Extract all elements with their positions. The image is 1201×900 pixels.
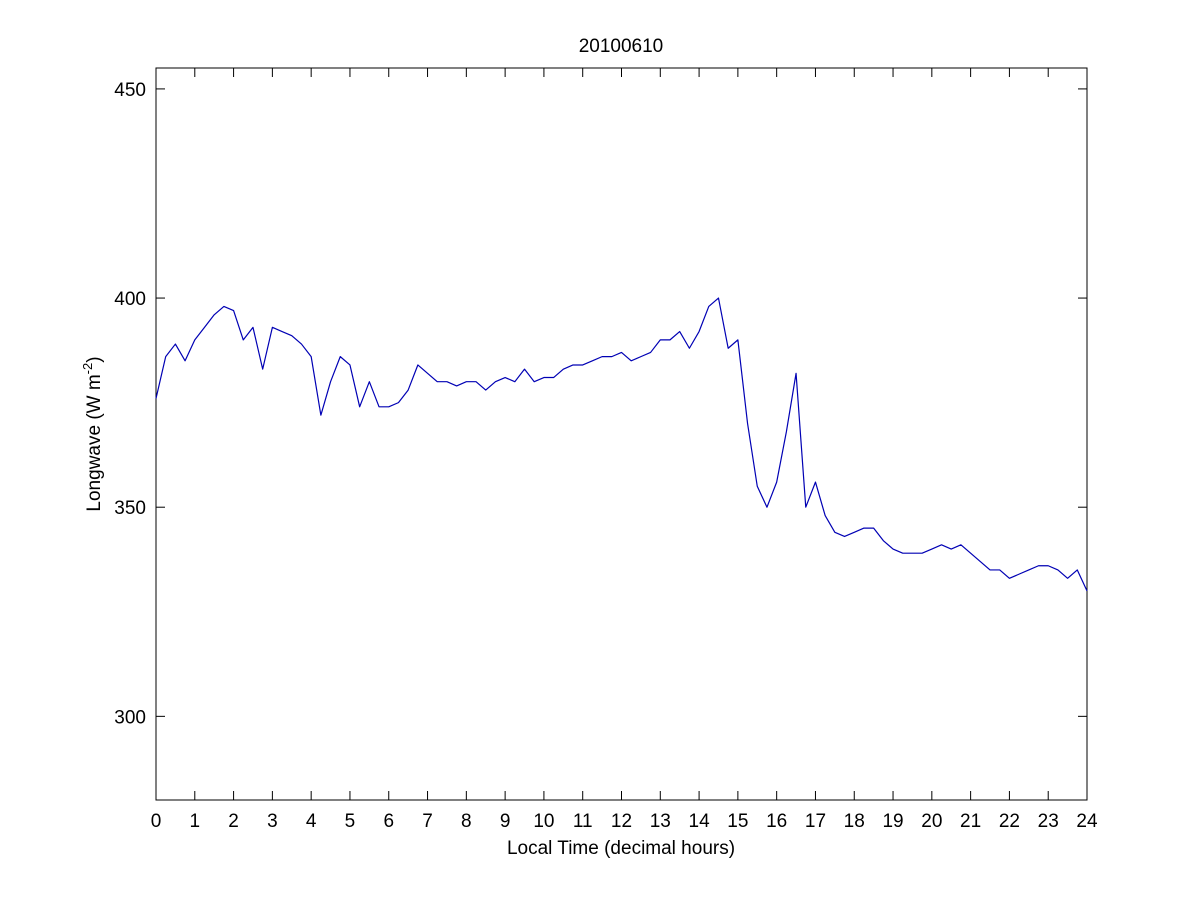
y-tick-label: 400	[114, 289, 146, 310]
x-tick-label: 9	[500, 811, 511, 832]
x-tick-label: 19	[882, 811, 903, 832]
x-tick-label: 3	[267, 811, 278, 832]
x-tick-label: 10	[533, 811, 554, 832]
x-tick-label: 12	[611, 811, 632, 832]
x-tick-label: 5	[345, 811, 356, 832]
x-tick-label: 4	[306, 811, 317, 832]
x-tick-label: 21	[960, 811, 981, 832]
plot-box	[155, 67, 1088, 801]
x-tick-label: 11	[573, 811, 593, 832]
x-tick-label: 7	[422, 811, 433, 832]
x-tick-label: 22	[999, 811, 1020, 832]
line	[155, 297, 1088, 592]
x-tick-label: 6	[383, 811, 394, 832]
x-tick-label: 24	[1076, 811, 1098, 832]
y-tick-label: 450	[114, 80, 146, 101]
y-tick-label: 300	[114, 707, 146, 728]
y-tick-label: 350	[114, 498, 146, 519]
x-tick-label: 1	[190, 811, 201, 832]
x-tick-label: 14	[689, 811, 711, 832]
x-axis-label: Local Time (decimal hours)	[507, 838, 735, 859]
y-axis-label-exponent: -2	[80, 363, 95, 375]
y-axis-label: Longwave (W m-2)	[80, 356, 105, 511]
x-tick-label: 2	[228, 811, 239, 832]
y-axis-label-main: Longwave (W m	[84, 374, 105, 511]
y-axis-label-close: )	[84, 356, 105, 362]
x-tick-label: 13	[650, 811, 671, 832]
chart-title: 20100610	[579, 36, 664, 57]
x-tick-label: 17	[805, 811, 826, 832]
x-tick-label: 16	[766, 811, 787, 832]
x-tick-label: 15	[727, 811, 748, 832]
x-tick-label: 20	[921, 811, 942, 832]
x-tick-label: 18	[844, 811, 865, 832]
x-tick-label: 23	[1038, 811, 1059, 832]
x-tick-label: 8	[461, 811, 472, 832]
x-tick-label: 0	[151, 811, 162, 832]
